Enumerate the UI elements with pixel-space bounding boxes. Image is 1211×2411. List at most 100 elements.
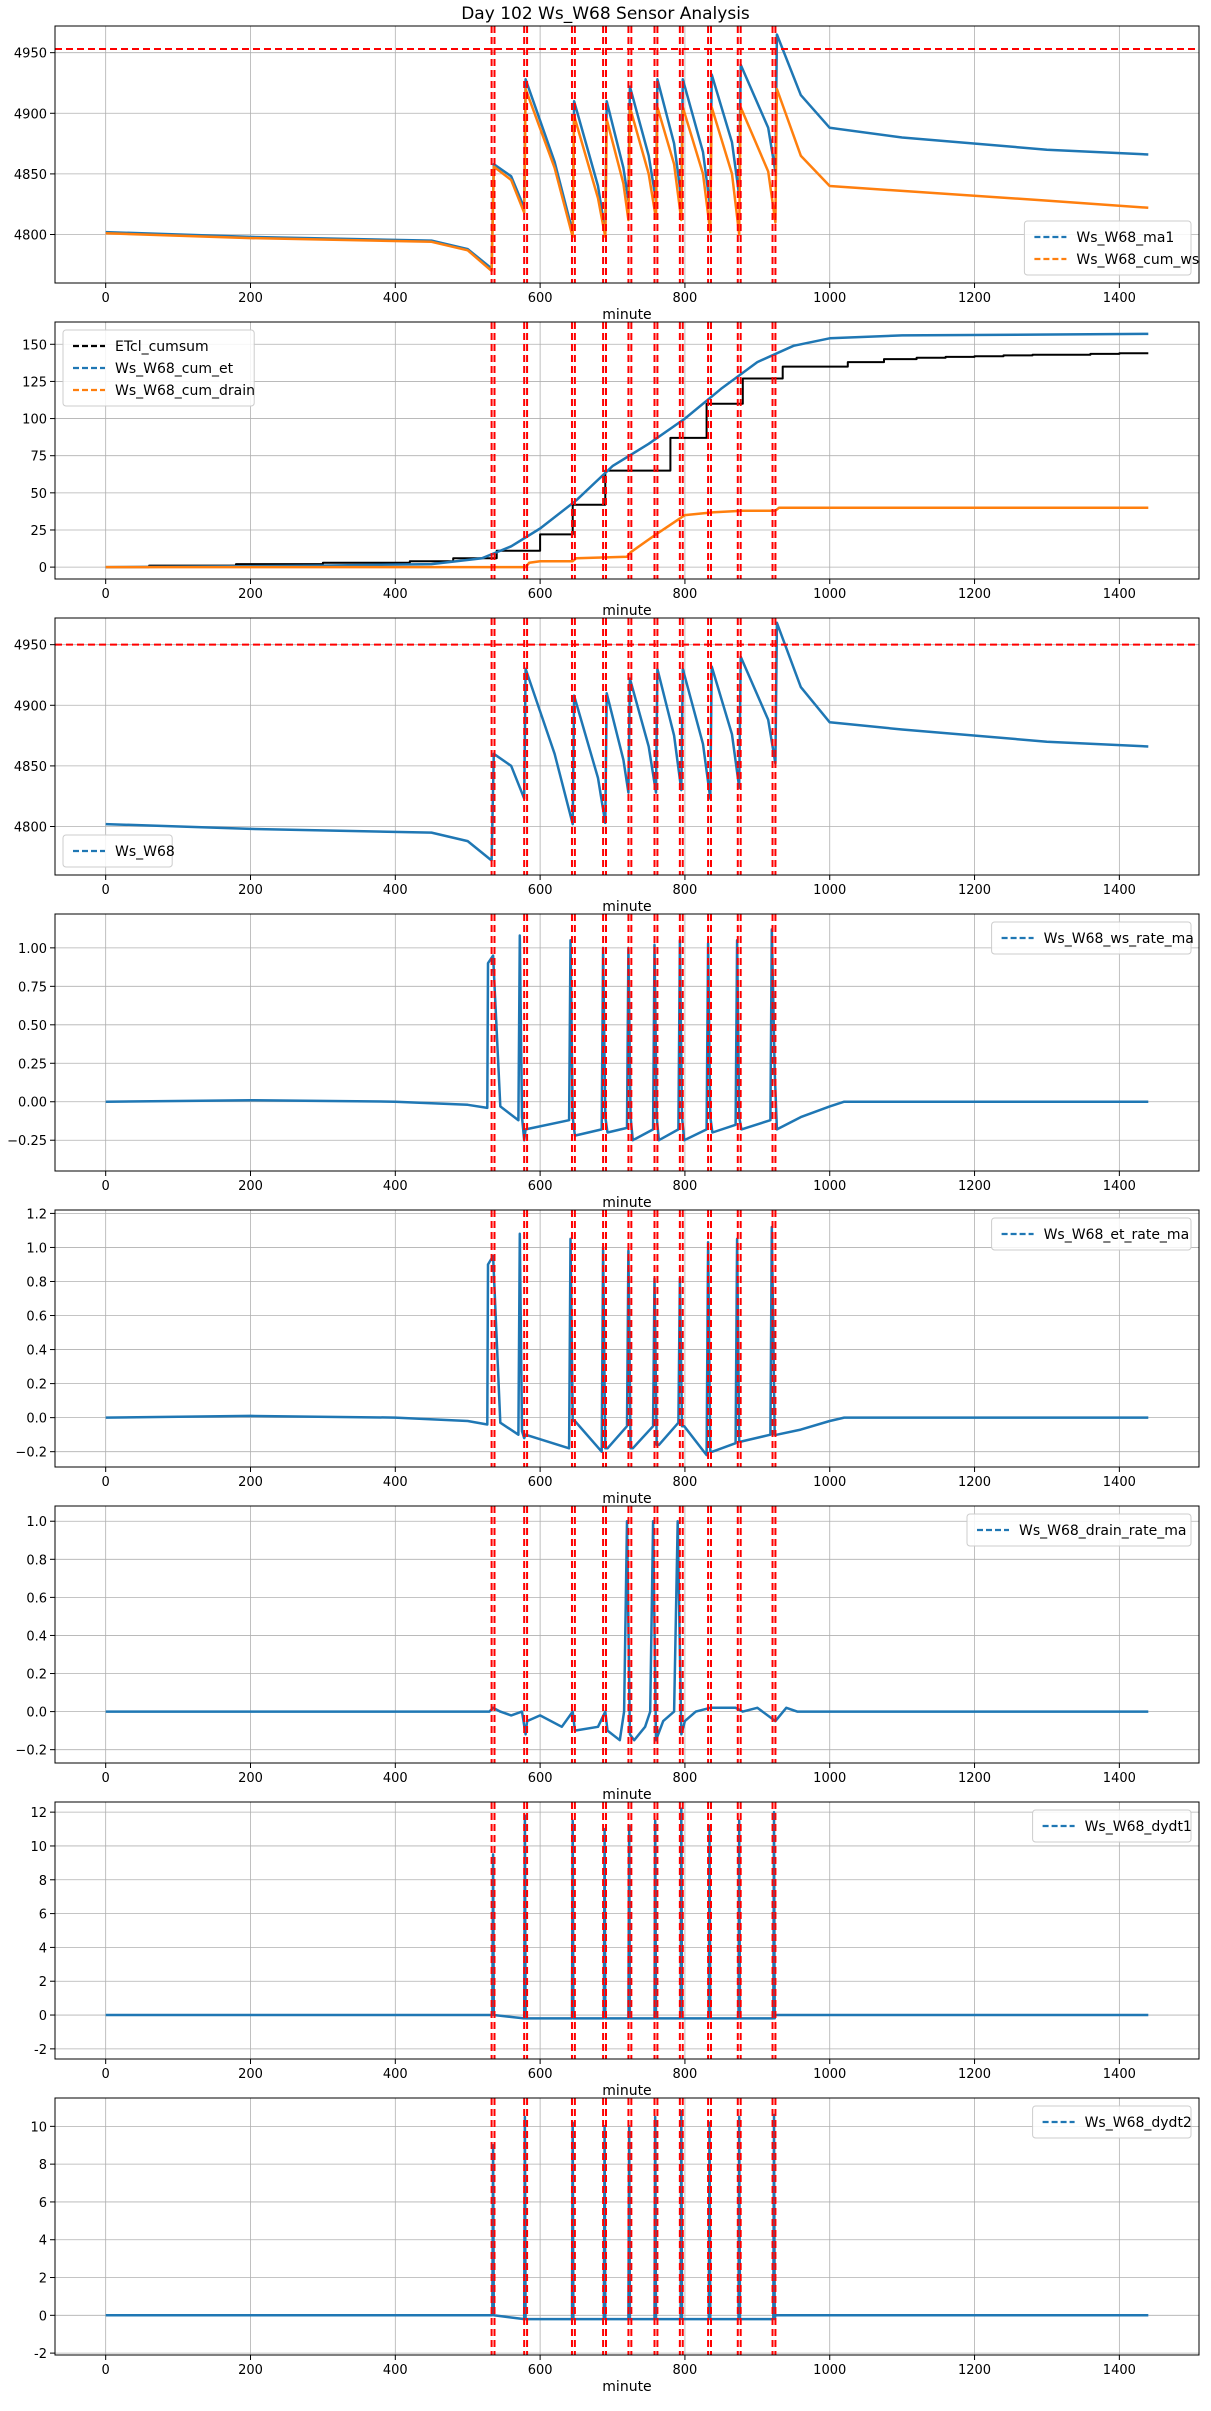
y-tick-label: 4900: [14, 107, 47, 122]
x-tick-label: 1400: [1103, 587, 1136, 602]
y-tick-label: 8: [39, 1874, 47, 1889]
y-tick-label: 4: [39, 1941, 47, 1956]
y-tick-label: 0.4: [26, 1344, 47, 1359]
series-line-Ws_W68_cum_drain: [105, 506, 1149, 569]
y-tick-label: 25: [30, 524, 47, 539]
y-tick-label: -2: [34, 2043, 47, 2058]
series-line-Ws_W68_dydt2: [105, 2109, 1149, 2321]
x-tick-label: 200: [238, 2363, 263, 2378]
x-tick-label: 800: [673, 2363, 698, 2378]
x-tick-label: 600: [528, 1179, 553, 1194]
x-tick-label: 400: [383, 1475, 408, 1490]
x-axis-label: minute: [602, 1787, 651, 1803]
x-axis-label: minute: [602, 2379, 651, 2395]
x-axis-label: minute: [602, 1195, 651, 1211]
y-tick-label: −0.2: [15, 1446, 47, 1461]
x-tick-label: 600: [528, 1475, 553, 1490]
x-tick-label: 1200: [958, 2067, 991, 2082]
x-tick-label: 400: [383, 2363, 408, 2378]
x-tick-label: 200: [238, 883, 263, 898]
x-tick-label: 200: [238, 2067, 263, 2082]
chart-panel-3: 0 200 400 600 800 1000 1200 1400 4800 4850 4900 495…: [14, 617, 1200, 915]
x-tick-label: 400: [383, 1179, 408, 1194]
x-tick-label: 0: [102, 291, 110, 306]
legend-label: Ws_W68_et_rate_ma: [1044, 1227, 1190, 1243]
x-tick-label: 1400: [1103, 1771, 1136, 1786]
x-tick-label: 200: [238, 1475, 263, 1490]
axes-frame: [54, 321, 1200, 580]
y-tick-label: 125: [22, 375, 47, 390]
x-tick-label: 800: [673, 1771, 698, 1786]
chart-panel-5: 0 200 400 600 800 1000 1200 1400 −0.2 0.0 0.2 0.4 0.…: [15, 1207, 1200, 1507]
y-tick-label: 0.2: [26, 1378, 47, 1393]
x-tick-label: 200: [238, 1771, 263, 1786]
y-tick-label: 10: [30, 2120, 47, 2135]
x-tick-label: 1400: [1103, 291, 1136, 306]
figure-title: Day 102 Ws_W68 Sensor Analysis: [461, 4, 750, 24]
axes-frame: [54, 913, 1200, 1172]
x-tick-label: 600: [528, 291, 553, 306]
legend-label: Ws_W68_ws_rate_ma: [1044, 931, 1194, 947]
legend-box: [1032, 1809, 1192, 1843]
legend: Ws_W68_et_rate_ma: [991, 1217, 1192, 1251]
y-tick-label: 2: [39, 2272, 47, 2287]
y-tick-label: 0.2: [26, 1668, 47, 1683]
x-tick-label: 200: [238, 291, 263, 306]
x-tick-label: 0: [102, 883, 110, 898]
y-tick-label: 0.4: [26, 1629, 47, 1644]
axes-frame: [54, 1801, 1200, 2060]
plot-area: [105, 914, 1149, 1171]
x-tick-label: 1000: [813, 883, 846, 898]
legend: Ws_W68_dydt1: [1032, 1809, 1192, 1843]
x-tick-label: 1400: [1103, 2363, 1136, 2378]
x-tick-label: 200: [238, 587, 263, 602]
series-line-Ws_W68_cum_et: [105, 332, 1149, 569]
legend-box: [62, 329, 255, 407]
y-tick-label: 0: [39, 2309, 47, 2324]
series-line-ETcl_cumsum: [105, 352, 1149, 569]
x-tick-label: 1400: [1103, 1475, 1136, 1490]
x-tick-label: 0: [102, 587, 110, 602]
x-tick-label: 1400: [1103, 883, 1136, 898]
chart-panel-8: 0 200 400 600 800 1000 1200 1400 -2 0 2 4 6 8 10 minute…: [30, 2097, 1200, 2395]
plot-area: [105, 1210, 1149, 1467]
y-tick-label: 6: [39, 1908, 47, 1923]
chart-panel-7: 0 200 400 600 800 1000 1200 1400 -2 0 2 4 6 8 10 12 minu…: [30, 1801, 1200, 2099]
legend: Ws_W68_ws_rate_ma: [991, 921, 1194, 955]
x-tick-label: 1200: [958, 1179, 991, 1194]
plot-area: [105, 2098, 1149, 2355]
x-tick-label: 1000: [813, 1179, 846, 1194]
legend-label: Ws_W68_cum_ws: [1076, 252, 1199, 268]
x-tick-label: 600: [528, 1771, 553, 1786]
y-tick-label: 4: [39, 2234, 47, 2249]
chart-panel-1: 0 200 400 600 800 1000 1200 1400 4800 4850 4900 495…: [14, 25, 1200, 323]
series-line-Ws_W68_drain_rate_ma: [105, 1519, 1149, 1742]
plot-area: [105, 1506, 1149, 1763]
x-tick-label: 800: [673, 883, 698, 898]
x-tick-label: 800: [673, 587, 698, 602]
y-tick-label: 100: [22, 413, 47, 428]
y-tick-label: 0.6: [26, 1310, 47, 1325]
y-tick-label: 8: [39, 2158, 47, 2173]
y-tick-label: 1.0: [26, 1515, 47, 1530]
y-tick-label: 4800: [14, 229, 47, 244]
x-tick-label: 800: [673, 1179, 698, 1194]
y-tick-label: 0.0: [26, 1706, 47, 1721]
legend: Ws_W68_dydt2: [1032, 2105, 1192, 2139]
y-tick-label: 0.00: [18, 1096, 47, 1111]
axes-frame: [54, 1209, 1200, 1468]
legend: Ws_W68_drain_rate_ma: [966, 1513, 1192, 1547]
y-tick-label: 1.2: [26, 1207, 47, 1222]
y-tick-label: 0.0: [26, 1412, 47, 1427]
legend-box: [991, 1217, 1192, 1251]
x-tick-label: 0: [102, 1179, 110, 1194]
x-axis-label: minute: [602, 603, 651, 619]
chart-panel-6: 0 200 400 600 800 1000 1200 1400 −0.2 0.0 0.2 0.4 0.…: [15, 1505, 1200, 1803]
legend-box: [62, 834, 173, 868]
y-tick-label: 4850: [14, 760, 47, 775]
x-tick-label: 0: [102, 2363, 110, 2378]
y-tick-label: −0.2: [15, 1744, 47, 1759]
series-line-Ws_W68: [105, 621, 1149, 862]
y-tick-label: 2: [39, 1975, 47, 1990]
